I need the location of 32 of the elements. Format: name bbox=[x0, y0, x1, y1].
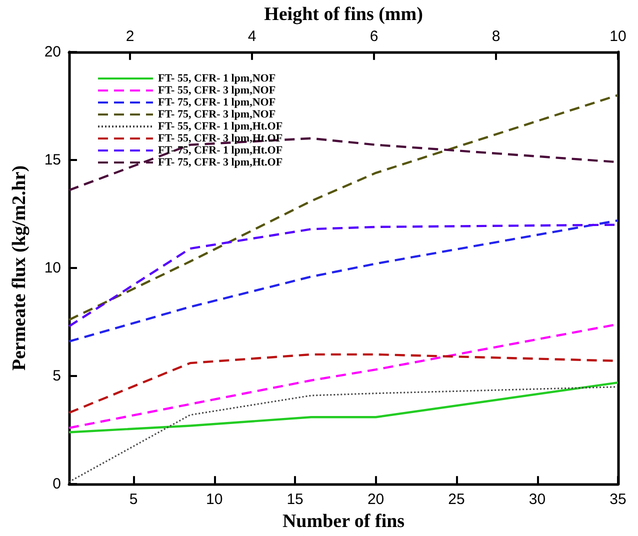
x2-tick-label: 6 bbox=[370, 28, 378, 45]
x-tick-label: 25 bbox=[448, 491, 465, 508]
legend-label: FT- 75, CFR- 3 lpm,Ht.OF bbox=[158, 156, 283, 168]
x-axis-title: Number of fins bbox=[282, 511, 405, 532]
line-series bbox=[68, 94, 620, 321]
x2-tick-label: 8 bbox=[492, 28, 500, 45]
x2-tick-label: 2 bbox=[126, 28, 134, 45]
y-tick-label: 10 bbox=[44, 260, 61, 276]
legend-label: FT- 75, CFR- 1 lpm,NOF bbox=[158, 96, 276, 108]
y-tick-label: 5 bbox=[52, 368, 61, 385]
x-tick-label: 5 bbox=[129, 491, 138, 508]
x2-tick-label: 4 bbox=[248, 28, 256, 45]
x2-axis-title: Height of fins (mm) bbox=[264, 4, 423, 25]
x-tick-label: 15 bbox=[286, 491, 304, 508]
legend-label: FT- 55, CFR- 1 lpm,Ht.OF bbox=[158, 120, 283, 132]
x2-tick-label: 10 bbox=[610, 28, 626, 45]
y-tick-label: 20 bbox=[44, 43, 61, 60]
x-tick-label: 30 bbox=[528, 491, 546, 508]
legend-label: FT- 75, CFR- 1 lpm,Ht.OF bbox=[158, 144, 283, 156]
legend-label: FT- 55, CFR- 3 lpm,NOF bbox=[158, 84, 276, 96]
y-tick-label: 0 bbox=[52, 476, 61, 493]
legend-label: FT- 55, CFR- 3 lpm,Ht.OF bbox=[158, 132, 283, 144]
legend-label: FT- 55, CFR- 1 lpm,NOF bbox=[158, 72, 276, 84]
x-tick-label: 10 bbox=[206, 491, 223, 508]
line-series bbox=[68, 219, 620, 343]
line-series bbox=[68, 381, 620, 434]
legend-label: FT- 75, CFR- 3 lpm,NOF bbox=[158, 108, 276, 120]
line-series bbox=[68, 386, 619, 483]
y-axis-title: Permeate flux (kg/m2.hr) bbox=[9, 165, 30, 371]
y-tick-label: 15 bbox=[44, 151, 61, 168]
x-tick-label: 35 bbox=[610, 491, 626, 508]
x-tick-label: 20 bbox=[367, 491, 384, 508]
